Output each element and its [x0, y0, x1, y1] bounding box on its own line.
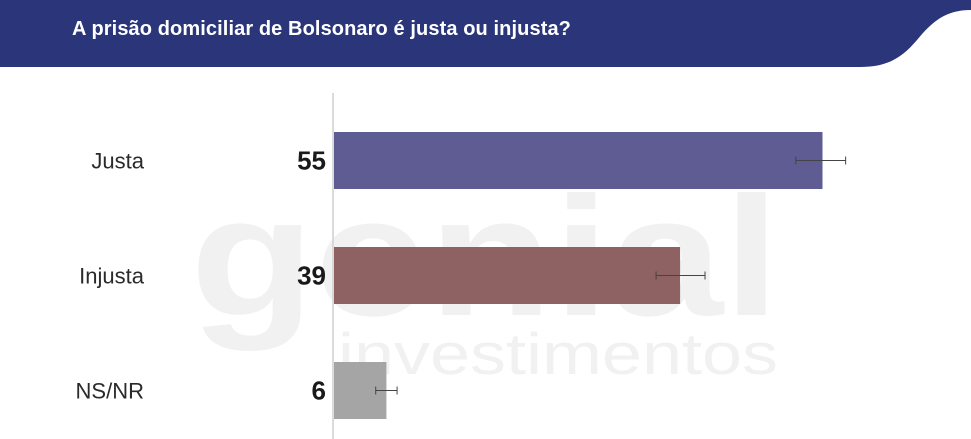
header-banner — [0, 0, 971, 67]
category-label: Justa — [91, 149, 144, 174]
bar-injusta — [334, 247, 681, 304]
value-label: 6 — [312, 376, 326, 406]
bar-justa — [334, 132, 823, 189]
category-label: NS/NR — [76, 379, 144, 404]
page-title: A prisão domiciliar de Bolsonaro é justa… — [72, 18, 571, 40]
category-label: Injusta — [79, 264, 145, 289]
value-label: 55 — [297, 146, 326, 176]
value-label: 39 — [297, 261, 326, 291]
watermark-tagline: investimentos — [338, 322, 778, 387]
